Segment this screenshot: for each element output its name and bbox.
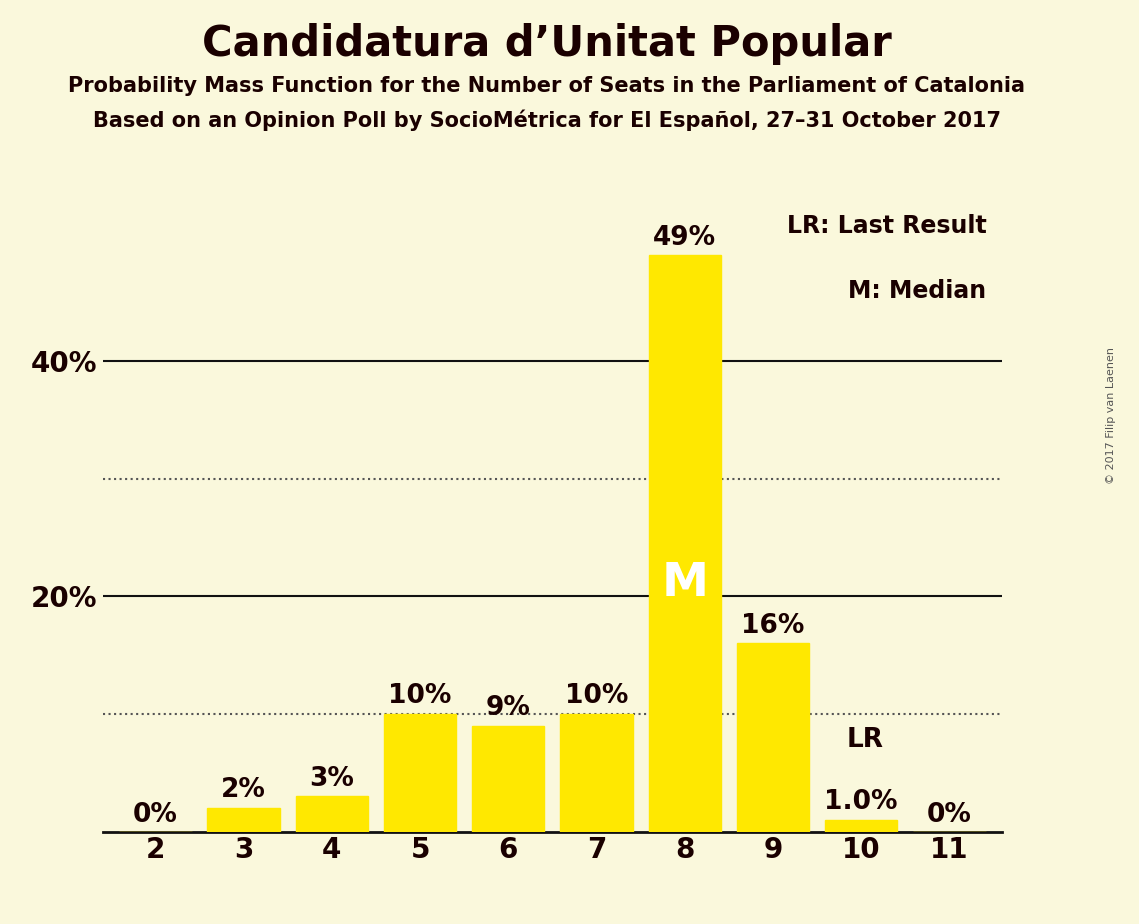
Text: 3%: 3% <box>310 766 354 792</box>
Text: Candidatura d’Unitat Popular: Candidatura d’Unitat Popular <box>202 23 892 65</box>
Bar <box>207 808 280 832</box>
Text: LR: Last Result: LR: Last Result <box>787 214 986 238</box>
Text: 1.0%: 1.0% <box>825 789 898 815</box>
Text: M: M <box>662 561 708 606</box>
Text: 9%: 9% <box>486 695 531 721</box>
Bar <box>560 714 632 832</box>
Text: 0%: 0% <box>133 802 178 828</box>
Bar <box>384 714 457 832</box>
Bar <box>648 255 721 832</box>
Text: 16%: 16% <box>741 613 804 638</box>
Text: Probability Mass Function for the Number of Seats in the Parliament of Catalonia: Probability Mass Function for the Number… <box>68 76 1025 96</box>
Text: LR: LR <box>847 727 884 753</box>
Text: 0%: 0% <box>927 802 972 828</box>
Bar <box>473 725 544 832</box>
Text: Based on an Opinion Poll by SocioMétrica for El Español, 27–31 October 2017: Based on an Opinion Poll by SocioMétrica… <box>92 109 1001 130</box>
Bar <box>296 796 368 832</box>
Text: © 2017 Filip van Laenen: © 2017 Filip van Laenen <box>1106 347 1115 484</box>
Bar <box>825 820 898 832</box>
Text: M: Median: M: Median <box>849 279 986 303</box>
Text: 10%: 10% <box>565 683 629 710</box>
Text: 10%: 10% <box>388 683 452 710</box>
Bar <box>737 643 809 832</box>
Text: 49%: 49% <box>653 225 716 250</box>
Text: 2%: 2% <box>221 777 267 803</box>
